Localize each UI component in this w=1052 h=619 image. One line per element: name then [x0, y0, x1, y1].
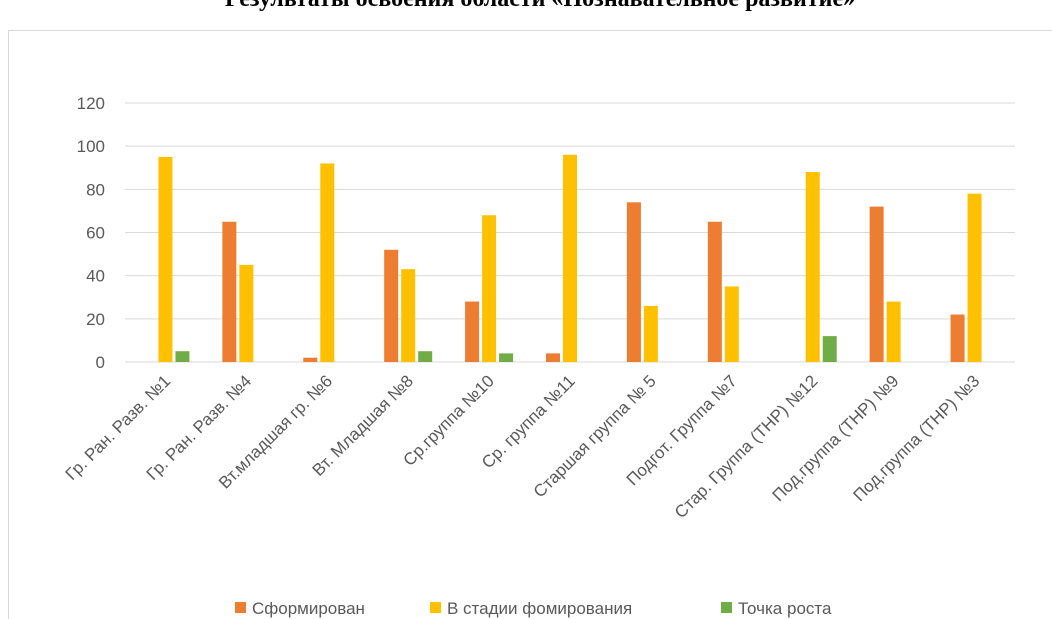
bar: [707, 221, 722, 362]
bar: [967, 193, 982, 362]
bar: [384, 249, 399, 362]
y-tick-label: 60: [86, 224, 105, 243]
y-tick-label: 120: [77, 94, 105, 113]
bar: [724, 286, 739, 362]
bar: [869, 206, 884, 362]
bar: [222, 221, 237, 362]
bar: [499, 353, 514, 362]
legend-swatch: [721, 602, 732, 613]
bar: [418, 351, 433, 362]
bar: [401, 269, 416, 362]
y-tick-label: 80: [86, 180, 105, 199]
bar: [482, 215, 497, 362]
bar: [239, 264, 254, 362]
bar: [626, 202, 641, 362]
bar: [158, 156, 173, 362]
y-tick-label: 20: [86, 310, 105, 329]
bar: [175, 351, 190, 362]
legend-swatch: [430, 602, 441, 613]
bar: [805, 172, 820, 362]
bar: [320, 163, 335, 362]
chart-title: Результаты освоения области «Познаватель…: [225, 0, 855, 12]
legend-label: Сформирован: [252, 599, 365, 618]
bar: [643, 305, 658, 362]
x-tick-label: Стар. Группа (ТНР) №12: [671, 371, 822, 522]
y-tick-label: 100: [77, 137, 105, 156]
bar: [546, 353, 560, 362]
y-tick-label: 40: [86, 267, 105, 286]
bar: [303, 357, 318, 362]
bar: [465, 301, 480, 362]
bar: [822, 336, 837, 362]
legend-label: Точка роста: [738, 599, 832, 618]
bar: [886, 301, 901, 362]
legend-swatch: [235, 602, 246, 613]
bar: [950, 314, 965, 362]
y-tick-label: 0: [96, 353, 105, 372]
legend-label: В стадии фомирования: [447, 599, 632, 618]
bar: [563, 154, 577, 362]
